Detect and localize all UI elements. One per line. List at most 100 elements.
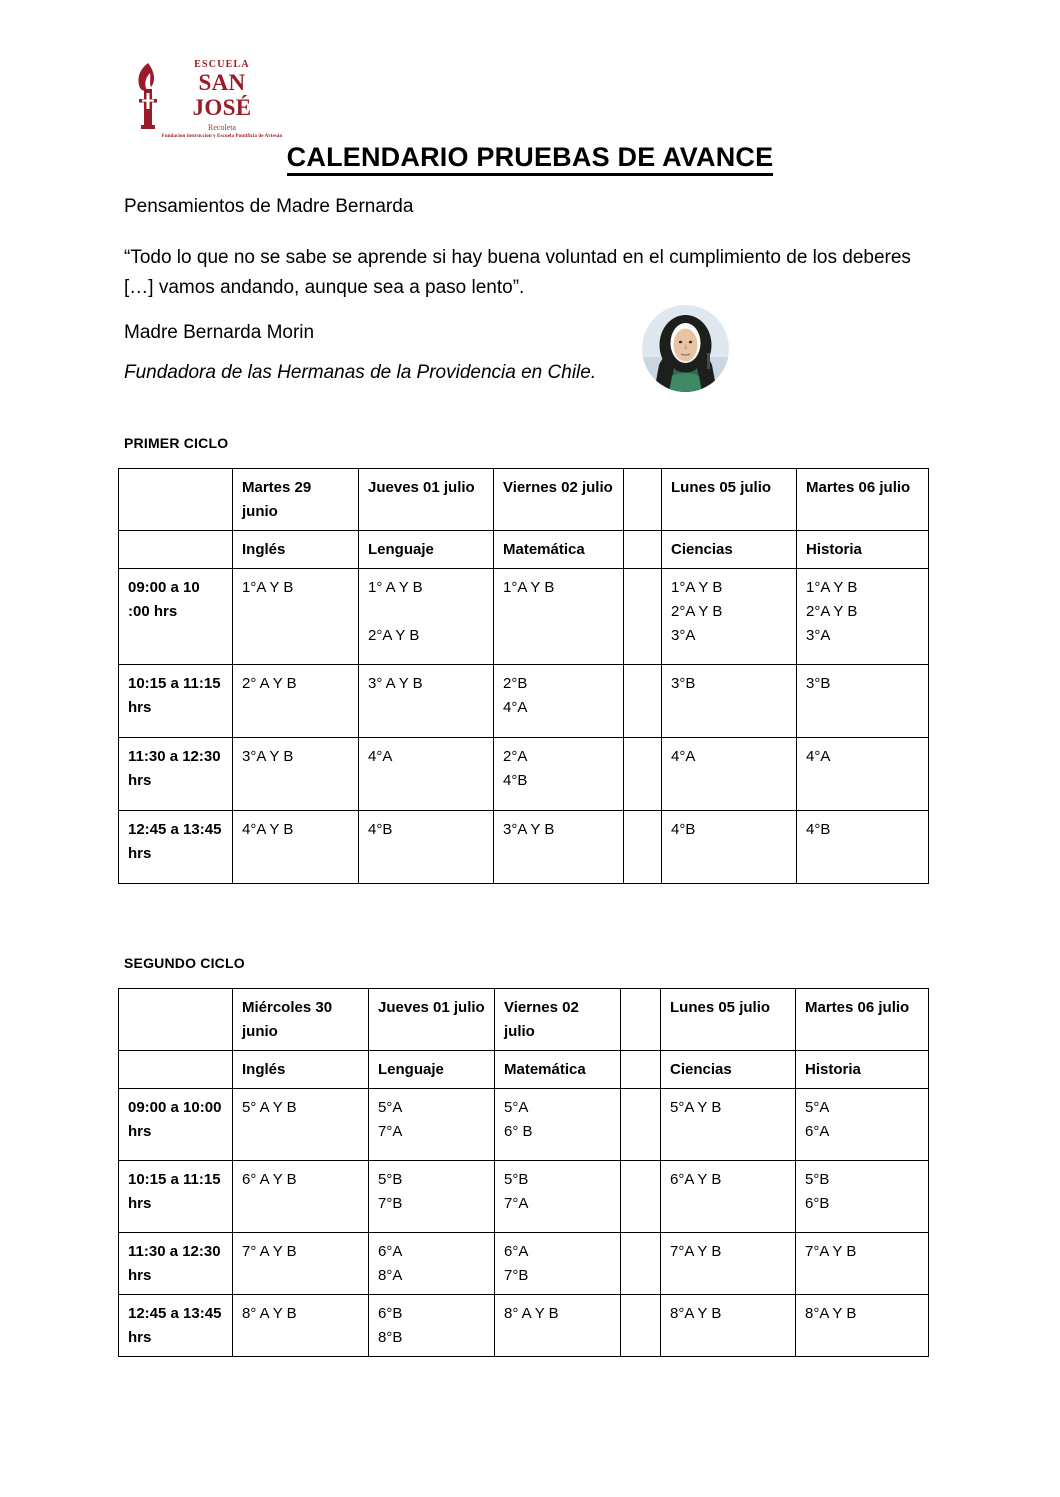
schedule-cell-line: 5°B (805, 1171, 830, 1188)
quote-author-role: Fundadora de las Hermanas de la Providen… (124, 362, 597, 383)
schedule-cell-line: 8°A (378, 1267, 403, 1284)
subject-header-1: Inglés (232, 1050, 369, 1089)
schedule-cell-line: 6° B (504, 1123, 533, 1140)
schedule-cell-line: 2° A Y B (242, 675, 297, 692)
schedule-cell: 3°B (796, 664, 929, 738)
schedule-cell-line: 4°A (671, 748, 696, 765)
schedule-cell: 5°A Y B (660, 1088, 796, 1161)
schedule-cell: 6°A Y B (660, 1160, 796, 1233)
quote-author: Madre Bernarda Morin (124, 322, 315, 343)
schedule-cell-line: 7°A (504, 1195, 529, 1212)
schedule-cell: 4°B (796, 810, 929, 884)
schedule-cell-line: 6°A (504, 1243, 529, 1260)
schedule-cell-line: 8°B (378, 1329, 403, 1346)
schedule-cell-line: 2°A Y B (368, 627, 420, 644)
spacer-column-cell (620, 1232, 661, 1295)
schedule-cell-line: 3°A (806, 627, 831, 644)
schedule-cell: 1°A Y B (493, 568, 624, 665)
schedule-cell: 4°B (358, 810, 494, 884)
schedule-cell-line: 3°B (671, 675, 696, 692)
subject-header-5: Ciencias (661, 530, 797, 569)
day-header-2: Jueves 01 julio (368, 988, 495, 1051)
schedule-cell: 1°A Y B 2°A Y B 3°A (796, 568, 929, 665)
table-row: 11:30 a 12:30 hrs 3°A Y B 4°A 2°A 4°B 4°A… (118, 737, 929, 811)
time-slot-label: 10:15 a 11:15 hrs (118, 1160, 233, 1233)
schedule-cell-line: 3°A Y B (242, 748, 294, 765)
schedule-cell: 5°B 6°B (795, 1160, 929, 1233)
schedule-cell-line: 5°A (504, 1099, 529, 1116)
schedule-cell: 8°A Y B (660, 1294, 796, 1357)
schedule-cell-line: 4°B (503, 772, 528, 789)
schedule-cell: 5°A 7°A (368, 1088, 495, 1161)
schedule-cell: 5° A Y B (232, 1088, 369, 1161)
time-slot-label: 12:45 a 13:45 hrs (118, 1294, 233, 1357)
day-header-3: Viernes 02 julio (493, 468, 624, 531)
table-row: 09:00 a 10 :00 hrs 1°A Y B 1° A Y B 2°A … (118, 568, 929, 665)
table-row: 12:45 a 13:45 hrs 4°A Y B 4°B 3°A Y B 4°… (118, 810, 929, 884)
schedule-cell-line: 4°B (671, 821, 696, 838)
schedule-cell-line: 2°B (503, 675, 528, 692)
schedule-cell: 4°A (661, 737, 797, 811)
spacer-column-cell (620, 988, 661, 1051)
schedule-cell-line: 2°A Y B (671, 603, 723, 620)
schedule-cell-line: 3° A Y B (368, 675, 423, 692)
schedule-cell: 7°A Y B (795, 1232, 929, 1295)
schedule-cell: 8° A Y B (232, 1294, 369, 1357)
schedule-cell: 6°A 7°B (494, 1232, 621, 1295)
schedule-cell: 1°A Y B 2°A Y B 3°A (661, 568, 797, 665)
schedule-cell-line: 7°A Y B (670, 1243, 722, 1260)
schedule-cell-line: 7°A Y B (805, 1243, 857, 1260)
subject-header-3: Matemática (494, 1050, 621, 1089)
schedule-cell-line: 5°B (504, 1171, 529, 1188)
schedule-cell-line: 1°A Y B (242, 579, 294, 596)
logo-name-text: SAN JOSÉ (192, 70, 252, 120)
spacer-column-cell (620, 1294, 661, 1357)
subject-header-2: Lenguaje (358, 530, 494, 569)
schedule-cell: 6°A 8°A (368, 1232, 495, 1295)
torch-cross-icon (138, 63, 157, 129)
schedule-cell-line: 6°B (378, 1305, 403, 1322)
schedule-cell-line: 3°A Y B (503, 821, 555, 838)
schedule-cell-line: 8° A Y B (242, 1305, 297, 1322)
logo-escuela-text: ESCUELA (194, 59, 250, 70)
schedule-cell-line: 5° A Y B (242, 1099, 297, 1116)
spacer-column-cell (620, 1050, 661, 1089)
schedule-cell-line: 5°A (805, 1099, 830, 1116)
day-header-5: Lunes 05 julio (660, 988, 796, 1051)
schedule-cell-line: 4°B (368, 821, 393, 838)
schedule-cell-line: 1°A Y B (806, 579, 858, 596)
portrait-illustration (642, 305, 729, 392)
quote-text: “Todo lo que no se sabe se aprende si ha… (124, 247, 911, 298)
table-row: 11:30 a 12:30 hrs 7° A Y B 6°A 8°A 6°A 7°B… (118, 1232, 929, 1295)
logo-recoleta-text: Recoleta (208, 123, 236, 132)
schedule-cell: 2°A 4°B (493, 737, 624, 811)
schedule-cell-line: 2°A Y B (806, 603, 858, 620)
spacer-column-cell (623, 810, 662, 884)
schedule-cell: 5°A 6°A (795, 1088, 929, 1161)
page-title-text: CALENDARIO PRUEBAS DE AVANCE (286, 142, 774, 176)
table-corner-cell (118, 1050, 233, 1089)
subject-header-6: Historia (796, 530, 929, 569)
table-corner-cell (118, 468, 233, 531)
day-header-1: Miércoles 30 junio (232, 988, 369, 1051)
schedule-cell-line: 6°A (378, 1243, 403, 1260)
schedule-cell-line: 6°A Y B (670, 1171, 722, 1188)
schedule-cell: 8°A Y B (795, 1294, 929, 1357)
schedule-cell: 4°A (796, 737, 929, 811)
schedule-cell-line: 3°A (671, 627, 696, 644)
table-row: 10:15 a 11:15 hrs 6° A Y B 5°B 7°B 5°B 7°A… (118, 1160, 929, 1233)
school-logo: ESCUELA SAN JOSÉ Recoleta Fundacion inst… (132, 57, 282, 139)
schedule-cell: 1°A Y B (232, 568, 359, 665)
schedule-cell-line: 4°B (806, 821, 831, 838)
schedule-cell: 3°A Y B (232, 737, 359, 811)
subject-header-1: Inglés (232, 530, 359, 569)
time-slot-label: 09:00 a 10:00 hrs (118, 1088, 233, 1161)
section-label-primer-ciclo: PRIMER CICLO (124, 435, 229, 451)
schedule-cell: 7° A Y B (232, 1232, 369, 1295)
schedule-cell-line: 7°B (504, 1267, 529, 1284)
portrait-image (642, 305, 729, 392)
schedule-cell-line: 7°A (378, 1123, 403, 1140)
schedule-cell: 4°B (661, 810, 797, 884)
table-corner-cell (118, 988, 233, 1051)
table-row: 10:15 a 11:15 hrs 2° A Y B 3° A Y B 2°B 4… (118, 664, 929, 738)
